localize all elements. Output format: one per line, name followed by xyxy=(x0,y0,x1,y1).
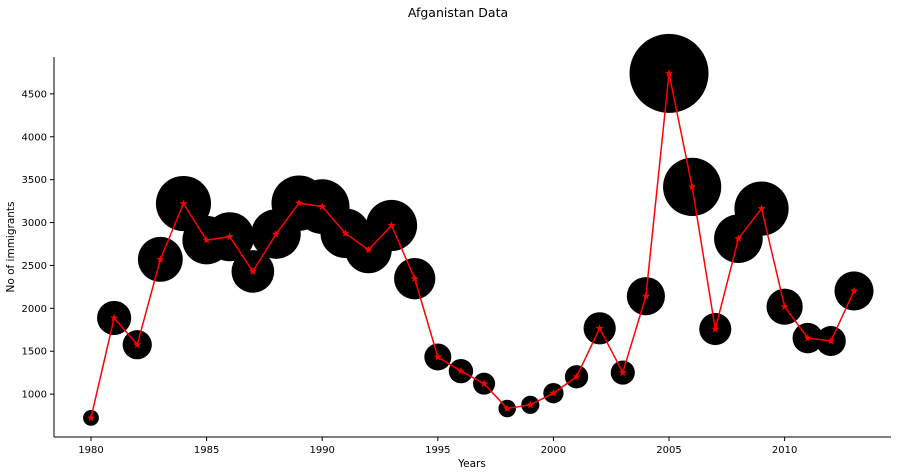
star-marker xyxy=(341,228,350,237)
y-tick-label: 3500 xyxy=(22,175,47,186)
star-marker xyxy=(179,199,188,207)
x-tick-label: 1995 xyxy=(425,445,450,456)
chart-title: Afganistan Data xyxy=(408,5,508,20)
x-tick-label: 1980 xyxy=(78,445,103,456)
star-marker xyxy=(225,232,234,241)
star-marker xyxy=(318,202,327,210)
star-marker xyxy=(364,245,373,254)
star-marker xyxy=(665,69,674,77)
star-marker xyxy=(572,372,581,381)
star-marker xyxy=(734,234,743,243)
y-ticks: 1000 1500 2000 2500 3000 3500 4000 4500 xyxy=(22,89,54,401)
y-tick-label: 1000 xyxy=(22,390,47,401)
star-marker xyxy=(156,255,165,263)
star-marker xyxy=(456,366,465,375)
star-marker xyxy=(410,274,419,283)
star-marker xyxy=(87,413,95,422)
y-tick-label: 2500 xyxy=(22,261,47,272)
y-tick-label: 4500 xyxy=(22,89,47,100)
star-marker xyxy=(271,229,280,238)
star-marker xyxy=(803,333,812,342)
y-tick-label: 1500 xyxy=(22,347,47,358)
y-tick-label: 4000 xyxy=(22,132,47,143)
plot-area xyxy=(83,33,874,426)
star-marker xyxy=(387,221,396,229)
x-axis-label: Years xyxy=(457,458,486,470)
x-tick-label: 2010 xyxy=(772,445,797,456)
star-marker xyxy=(757,204,766,212)
star-marker xyxy=(480,379,489,388)
star-marker xyxy=(850,286,858,295)
y-tick-label: 3000 xyxy=(22,218,47,229)
star-marker xyxy=(133,340,142,349)
star-marker xyxy=(526,400,535,409)
y-axis-label: No of immigrants xyxy=(5,201,17,292)
axes xyxy=(53,57,891,438)
x-ticks: 1980 1985 1990 1995 2000 2005 2010 xyxy=(78,437,797,456)
star-marker xyxy=(618,368,627,376)
star-marker xyxy=(711,324,720,333)
star-marker xyxy=(688,182,697,191)
star-marker xyxy=(780,302,789,311)
star-marker xyxy=(641,291,650,300)
star-marker xyxy=(549,388,558,397)
star-marker xyxy=(295,198,304,207)
star-marker xyxy=(503,404,512,412)
x-tick-label: 1985 xyxy=(194,445,219,456)
star-marker xyxy=(110,313,119,322)
star-marker xyxy=(826,336,835,345)
star-marker xyxy=(202,235,211,244)
star-marker xyxy=(595,324,604,332)
x-tick-label: 2000 xyxy=(541,445,566,456)
x-tick-label: 2005 xyxy=(656,445,681,456)
series-line xyxy=(90,73,855,419)
star-marker xyxy=(433,352,442,361)
y-tick-label: 2000 xyxy=(22,304,47,315)
x-tick-label: 1990 xyxy=(309,445,334,456)
star-marker xyxy=(248,267,257,275)
